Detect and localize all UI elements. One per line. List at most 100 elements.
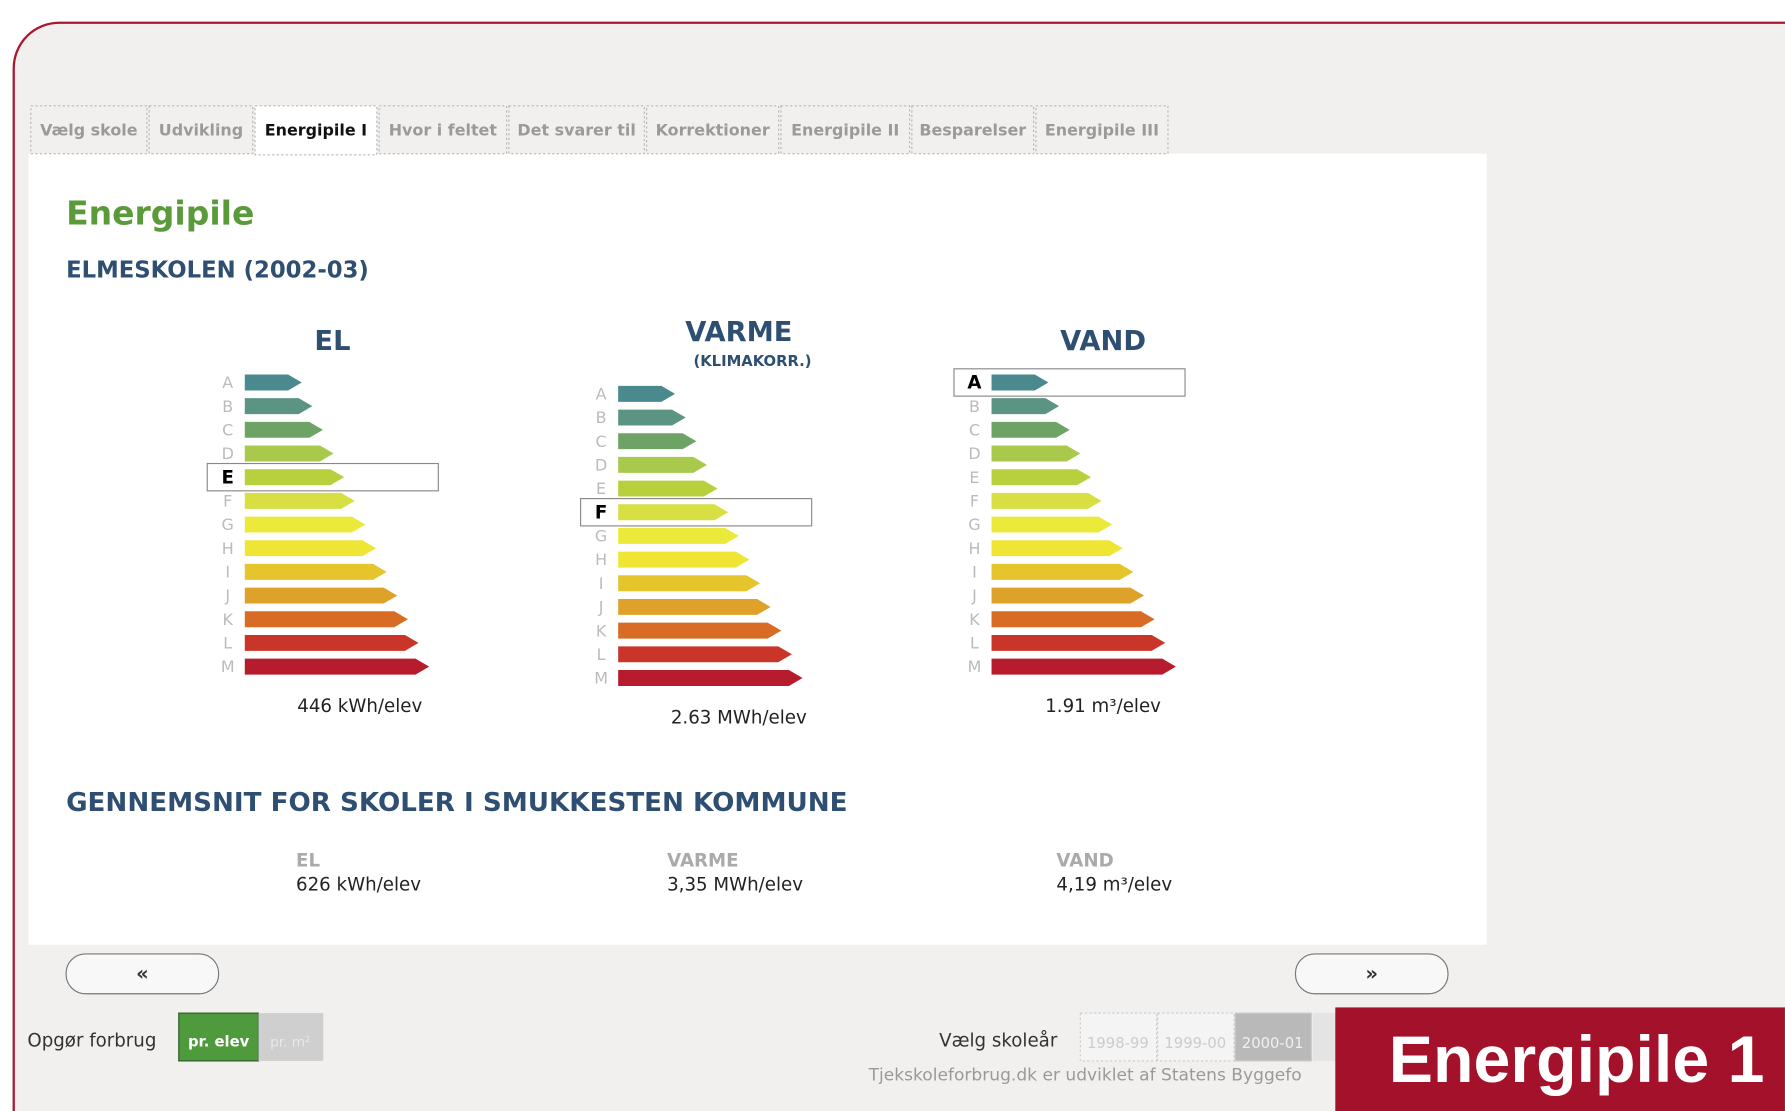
scale-letter: M <box>968 657 982 676</box>
year-label: Vælg skoleår <box>939 1031 1058 1052</box>
scale-letter: J <box>224 586 230 605</box>
rating-arrow <box>618 385 676 402</box>
scale-letter: K <box>596 621 607 640</box>
meter-heading: VARME <box>685 317 792 348</box>
tab-label[interactable]: Vælg skole <box>40 120 138 139</box>
rating-arrow <box>618 646 792 663</box>
year-button[interactable] <box>1234 1012 1312 1062</box>
rating-arrow <box>991 469 1091 486</box>
rating-arrow <box>618 598 771 615</box>
rating-arrow <box>244 540 377 557</box>
scale-letter: H <box>595 550 607 569</box>
rating-arrow <box>991 421 1070 438</box>
selected-letter: E <box>222 467 234 488</box>
year-button-label[interactable]: 1998-99 <box>1087 1035 1149 1052</box>
year-button-label[interactable]: 2000-01 <box>1242 1035 1304 1052</box>
nav-button-label[interactable]: » <box>1365 962 1378 985</box>
tab[interactable] <box>1035 105 1169 155</box>
tab-label[interactable]: Udvikling <box>159 120 243 139</box>
rating-arrow <box>618 551 750 568</box>
tab-label[interactable]: Energipile II <box>791 120 899 139</box>
tab-label[interactable]: Energipile I <box>265 120 367 139</box>
school-name: ELMESKOLEN (2002-03) <box>66 257 369 283</box>
meter-value: 1.91 m³/elev <box>1045 696 1161 717</box>
average-label: EL <box>296 851 320 872</box>
scale-letter: F <box>970 491 979 510</box>
scale-letter: G <box>968 515 980 534</box>
scale-letter: C <box>222 420 233 439</box>
year-button[interactable] <box>1157 1012 1235 1062</box>
rating-arrow <box>244 445 334 462</box>
meter-value: 446 kWh/elev <box>297 696 422 717</box>
meter-heading: VAND <box>1060 326 1146 357</box>
year-button-label[interactable]: 1999-00 <box>1164 1035 1226 1052</box>
rating-arrow <box>244 374 302 391</box>
scale-letter: B <box>222 397 233 416</box>
scale-letter: C <box>596 432 607 451</box>
meter-heading: EL <box>314 326 350 357</box>
year-button[interactable] <box>1079 1012 1158 1062</box>
average-label: VAND <box>1056 851 1113 872</box>
rating-arrow <box>991 563 1134 580</box>
tab-label[interactable]: Korrektioner <box>656 120 770 139</box>
nav-button-label[interactable]: « <box>136 962 149 985</box>
scale-letter: L <box>970 634 979 653</box>
scale-letter: B <box>969 397 980 416</box>
rating-arrow <box>618 480 718 497</box>
selected-box <box>953 368 1186 397</box>
average-value: 626 kWh/elev <box>296 875 421 896</box>
tab[interactable] <box>30 105 148 155</box>
unit-button[interactable] <box>178 1012 260 1062</box>
nav-button[interactable] <box>1294 953 1449 995</box>
rating-arrow <box>244 469 345 486</box>
rating-arrow <box>618 670 803 686</box>
unit-button-label[interactable]: pr. m² <box>270 1035 310 1051</box>
rating-arrow <box>991 492 1102 509</box>
rating-arrow <box>991 540 1123 557</box>
rating-arrow <box>991 634 1166 651</box>
tab-label[interactable]: Hvor i feltet <box>389 120 498 139</box>
rating-arrow <box>991 611 1155 628</box>
scale-letter: K <box>222 610 233 629</box>
scale-letter: E <box>969 468 979 487</box>
tab-label[interactable]: Det svarer til <box>517 120 635 139</box>
unit-button-label[interactable]: pr. elev <box>188 1034 250 1051</box>
unit-button[interactable] <box>258 1013 324 1061</box>
rating-arrow <box>618 527 739 544</box>
tab[interactable] <box>378 105 508 155</box>
rating-arrow <box>618 622 782 639</box>
average-value: 4,19 m³/elev <box>1056 875 1172 896</box>
tab[interactable] <box>780 105 911 155</box>
badge-label: Energipile 1 <box>1389 1022 1765 1096</box>
scale-letter: C <box>969 420 980 439</box>
tab[interactable] <box>148 105 254 155</box>
average-value: 3,35 MWh/elev <box>667 875 803 896</box>
scale-letter: G <box>595 527 607 546</box>
rating-arrow <box>991 587 1145 604</box>
selected-letter: F <box>595 502 607 523</box>
scale-letter: E <box>596 479 606 498</box>
rating-arrow <box>618 504 729 521</box>
tab[interactable] <box>911 105 1035 155</box>
tab[interactable] <box>646 105 780 155</box>
tab[interactable] <box>254 105 378 156</box>
rating-arrow <box>244 563 387 580</box>
scale-letter: M <box>221 657 235 676</box>
nav-button[interactable] <box>65 953 220 995</box>
meter-value: 2.63 MWh/elev <box>671 707 807 728</box>
scale-letter: G <box>222 515 234 534</box>
scale-letter: I <box>972 563 977 582</box>
scale-letter: I <box>599 574 604 593</box>
credit: Tjekskoleforbrug.dk er udviklet af State… <box>868 1066 1302 1086</box>
rating-arrow <box>991 658 1176 675</box>
scale-letter: F <box>223 491 232 510</box>
tab-label[interactable]: Besparelser <box>919 120 1026 139</box>
scale-letter: D <box>968 444 980 463</box>
tab-label[interactable]: Energipile III <box>1045 120 1159 139</box>
scale-letter: H <box>968 539 980 558</box>
rating-arrow <box>618 409 686 426</box>
rating-arrow <box>244 587 398 604</box>
tab[interactable] <box>508 105 645 155</box>
scale-letter: M <box>594 669 608 688</box>
